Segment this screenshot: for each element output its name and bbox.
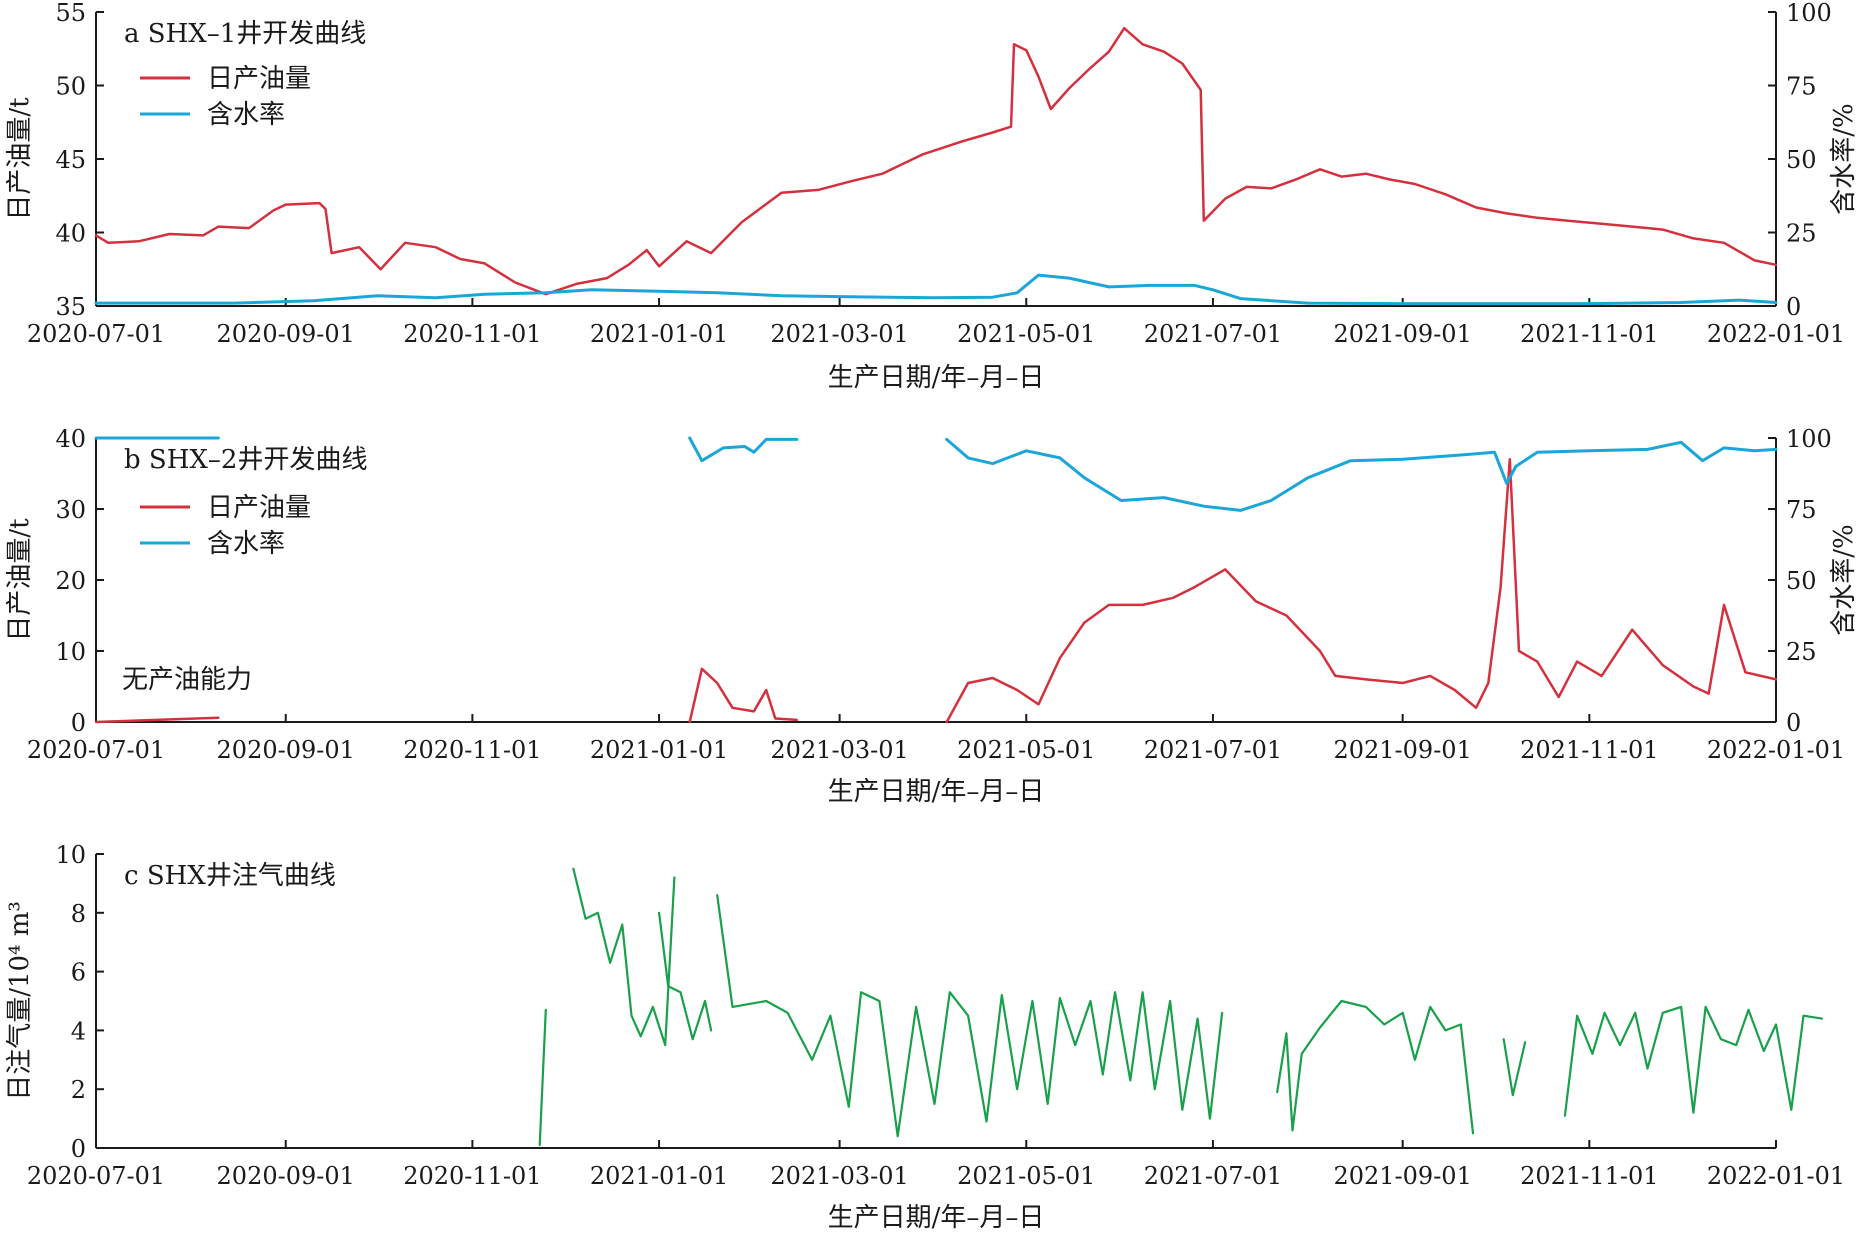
y-tick-label-left: 6 — [71, 959, 86, 987]
series-line-gas-injection — [716, 894, 1224, 1138]
panel-b: 2020-07-01 2020-09-01 2020-11-01 2021-01-01… — [5, 425, 1859, 807]
x-tick-label: 2020-09-01 — [217, 1162, 355, 1190]
y-tick-label-left: 8 — [71, 900, 86, 928]
y-tick-label-left: 40 — [55, 220, 86, 248]
panel-title: c SHX井注气曲线 — [124, 861, 336, 891]
y-tick-label-right: 75 — [1786, 73, 1817, 101]
legend-label: 含水率 — [207, 529, 285, 559]
y-axis-title-left: 日产油量/t — [5, 518, 35, 642]
y-tick-label-left: 45 — [55, 146, 86, 174]
y-axis-title-right: 含水率/% — [1829, 103, 1859, 214]
x-tick-label: 2020-11-01 — [403, 1162, 541, 1190]
series-line-gas-injection — [1502, 1038, 1527, 1097]
x-tick-label: 2021-05-01 — [957, 736, 1095, 764]
x-tick-label: 2020-11-01 — [403, 320, 541, 348]
x-tick-label: 2021-07-01 — [1144, 736, 1282, 764]
x-axis-title: 生产日期/年–月–日 — [828, 1203, 1045, 1233]
y-tick-label-right: 50 — [1786, 146, 1817, 174]
legend-label: 含水率 — [207, 100, 285, 130]
x-tick-label: 2021-03-01 — [770, 736, 908, 764]
panel-title: b SHX–2井开发曲线 — [124, 445, 367, 475]
y-tick-label-right: 100 — [1786, 425, 1832, 453]
series-line-oil-rate — [94, 716, 220, 724]
y-tick-label-left: 35 — [55, 293, 86, 321]
x-tick-label: 2021-11-01 — [1520, 736, 1658, 764]
x-axis-title: 生产日期/年–月–日 — [828, 363, 1045, 393]
x-tick-label: 2020-07-01 — [27, 320, 165, 348]
series-line-gas-injection — [572, 867, 676, 1047]
y-tick-label-right: 100 — [1786, 0, 1832, 27]
x-tick-label: 2021-01-01 — [590, 1162, 728, 1190]
x-tick-label: 2021-11-01 — [1520, 320, 1658, 348]
y-axis-title-right: 含水率/% — [1829, 524, 1859, 635]
series-line-gas-injection — [1276, 999, 1475, 1135]
x-tick-label: 2020-11-01 — [403, 736, 541, 764]
series-line-gas-injection — [538, 1008, 547, 1147]
y-tick-label-left: 20 — [55, 567, 86, 595]
y-tick-label-left: 40 — [55, 425, 86, 453]
y-tick-label-right: 75 — [1786, 496, 1817, 524]
x-tick-label: 2021-09-01 — [1333, 736, 1471, 764]
x-tick-label: 2021-03-01 — [770, 320, 908, 348]
x-tick-label: 2020-09-01 — [217, 736, 355, 764]
series-line-water-cut — [945, 437, 1778, 512]
y-tick-label-left: 50 — [55, 73, 86, 101]
x-tick-label: 2021-11-01 — [1520, 1162, 1658, 1190]
y-tick-label-left: 2 — [71, 1076, 86, 1104]
y-tick-label-right: 25 — [1786, 638, 1817, 666]
y-tick-label-right: 0 — [1786, 293, 1801, 321]
y-tick-label-left: 0 — [71, 709, 86, 737]
series-line-oil-rate — [94, 26, 1778, 296]
series-line-oil-rate — [945, 458, 1778, 724]
y-tick-label-left: 0 — [71, 1135, 86, 1163]
x-tick-label: 2022-01-01 — [1707, 736, 1845, 764]
y-tick-label-right: 25 — [1786, 220, 1817, 248]
series-line-oil-rate — [688, 667, 799, 724]
x-tick-label: 2020-07-01 — [27, 1162, 165, 1190]
x-tick-label: 2021-09-01 — [1333, 320, 1471, 348]
x-tick-label: 2021-05-01 — [957, 320, 1095, 348]
x-tick-label: 2021-01-01 — [590, 736, 728, 764]
panel-c: 2020-07-01 2020-09-01 2020-11-01 2021-01-01… — [5, 841, 1845, 1233]
x-tick-label: 2022-01-01 — [1707, 1162, 1845, 1190]
y-tick-label-left: 30 — [55, 496, 86, 524]
y-tick-label-right: 50 — [1786, 567, 1817, 595]
series-line-gas-injection — [1563, 1005, 1824, 1117]
y-axis-title-left: 日产油量/t — [5, 97, 35, 221]
series-line-gas-injection — [657, 911, 713, 1041]
x-tick-label: 2021-07-01 — [1144, 320, 1282, 348]
y-tick-label-left: 10 — [55, 841, 86, 869]
annotation: 无产油能力 — [122, 665, 252, 695]
y-tick-label-left: 4 — [71, 1017, 86, 1045]
x-tick-label: 2021-01-01 — [590, 320, 728, 348]
y-axis-title-left: 日注气量/10⁴ m³ — [5, 901, 35, 1101]
legend-label: 日产油量 — [207, 64, 311, 94]
x-tick-label: 2021-03-01 — [770, 1162, 908, 1190]
x-tick-label: 2020-07-01 — [27, 736, 165, 764]
y-tick-label-left: 10 — [55, 638, 86, 666]
x-tick-label: 2022-01-01 — [1707, 320, 1845, 348]
series-line-water-cut — [94, 273, 1778, 306]
x-tick-label: 2021-05-01 — [957, 1162, 1095, 1190]
series-line-water-cut — [688, 436, 799, 463]
x-tick-label: 2021-07-01 — [1144, 1162, 1282, 1190]
panel-a: 2020-07-01 2020-09-01 2020-11-01 2021-01-01… — [5, 0, 1859, 393]
panel-title: a SHX–1井开发曲线 — [124, 19, 366, 49]
x-axis-title: 生产日期/年–月–日 — [828, 777, 1045, 807]
x-tick-label: 2020-09-01 — [217, 320, 355, 348]
x-tick-label: 2021-09-01 — [1333, 1162, 1471, 1190]
y-tick-label-right: 0 — [1786, 709, 1801, 737]
y-tick-label-left: 55 — [55, 0, 86, 27]
legend-label: 日产油量 — [207, 493, 311, 523]
